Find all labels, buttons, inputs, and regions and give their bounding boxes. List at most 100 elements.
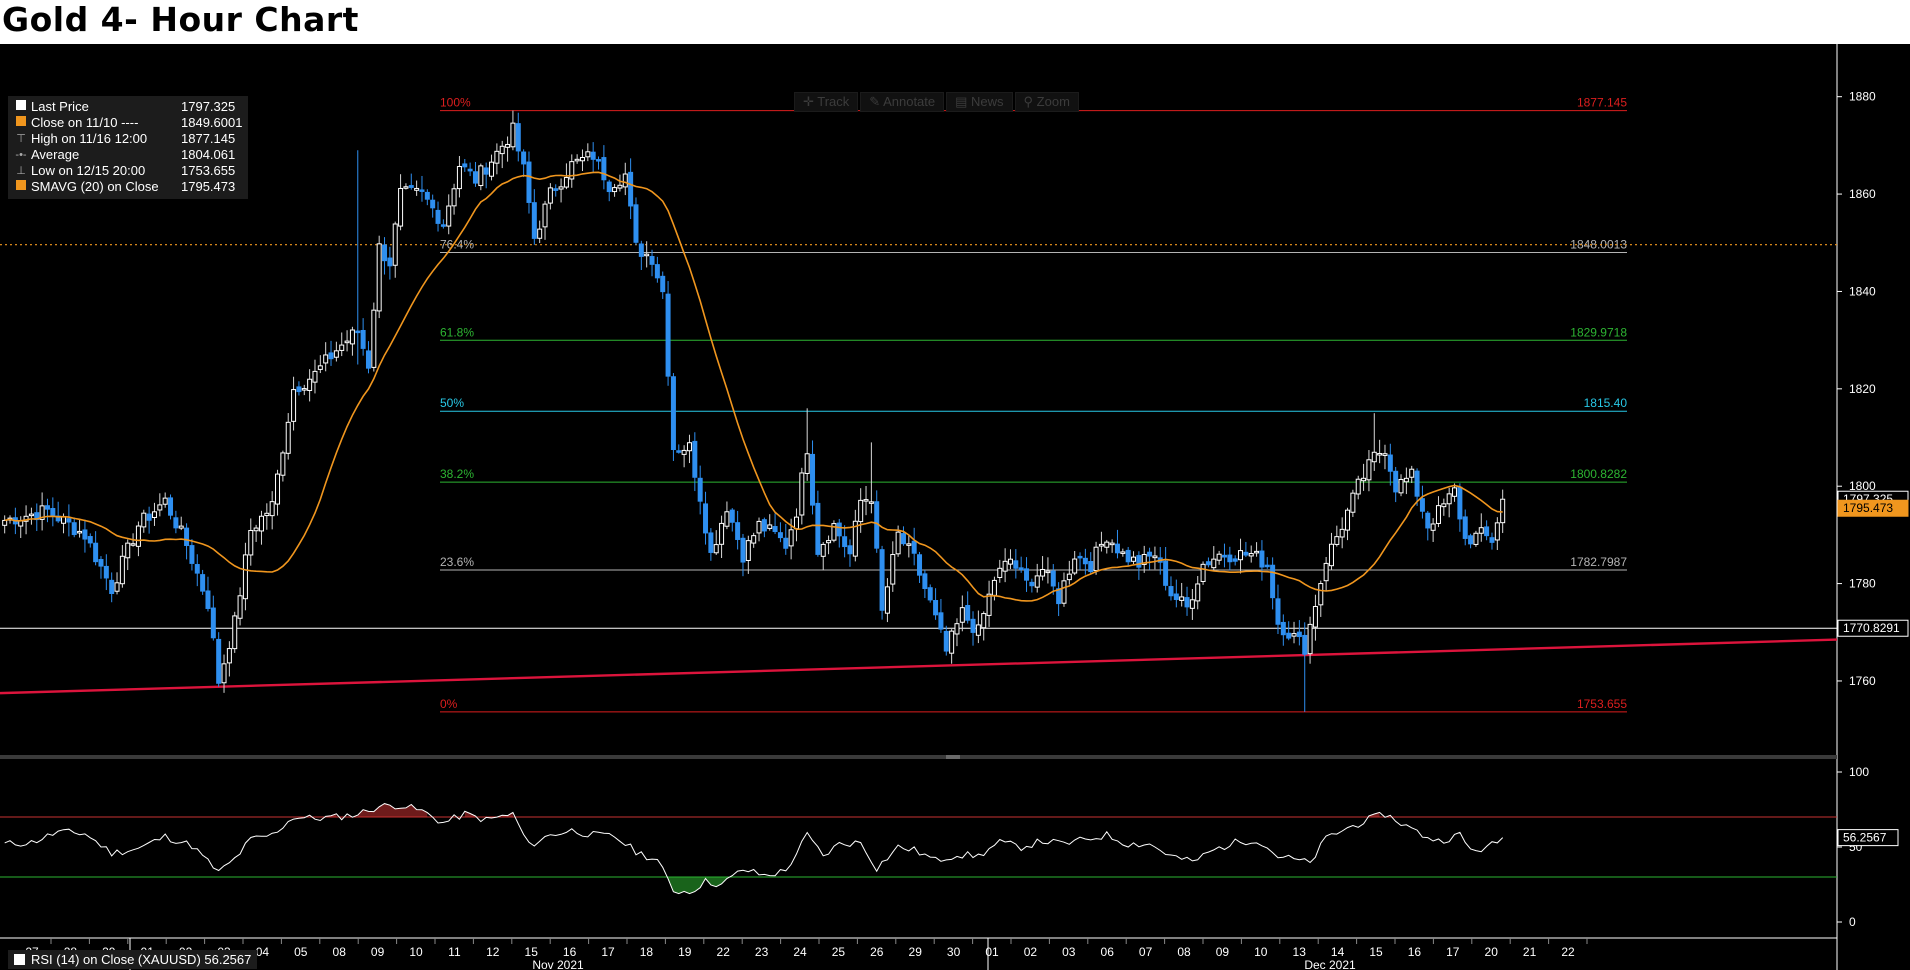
- price-tag: 1770.8291: [1837, 619, 1909, 637]
- candle-body: [87, 536, 93, 544]
- candle-body: [638, 243, 644, 257]
- legend-label: Low on 12/15 20:00: [31, 163, 146, 178]
- candle-body: [783, 537, 789, 549]
- candle-body: [472, 171, 478, 184]
- fib-label: 38.2%: [440, 467, 474, 481]
- candle-body: [296, 386, 302, 393]
- high-marker-icon: ⊤: [16, 133, 26, 145]
- candle-body: [1264, 564, 1270, 568]
- candle-body: [606, 181, 612, 193]
- candle-body: [676, 450, 682, 453]
- news-button[interactable]: ▤ News: [946, 92, 1013, 112]
- x-day-label: 03: [1062, 945, 1076, 959]
- candle-body: [563, 177, 569, 188]
- candle-body: [740, 537, 746, 563]
- x-day-label: 24: [793, 945, 807, 959]
- candle-body: [1147, 551, 1153, 557]
- candle-body: [178, 525, 184, 529]
- x-day-label: 20: [1485, 945, 1499, 959]
- candle-body: [446, 205, 452, 227]
- x-day-label: 08: [1177, 945, 1191, 959]
- candle-body: [1489, 537, 1495, 543]
- candle-body: [119, 555, 125, 585]
- x-day-label: 10: [1254, 945, 1268, 959]
- x-day-label: 22: [1561, 945, 1575, 959]
- page-title: Gold 4- Hour Chart: [2, 0, 359, 39]
- price-chart[interactable]: 1760178018001820184018601880050100272829…: [0, 44, 1910, 970]
- legend-item: ⊤ High on 11/16 12:00 1877.145: [14, 131, 242, 147]
- candle-body: [189, 545, 195, 564]
- candle-body: [264, 512, 270, 517]
- price-tag-box: [1837, 619, 1909, 637]
- fib-label: 23.6%: [440, 555, 474, 569]
- rsi-y-tick-label: 0: [1849, 915, 1856, 929]
- track-button[interactable]: ✛ Track: [794, 92, 859, 112]
- panel-divider-handle[interactable]: [946, 755, 960, 759]
- candle-body: [1334, 536, 1340, 545]
- rsi-legend-label: RSI (14) on Close (XAUUSD) 56.2567: [31, 952, 252, 967]
- candle-body: [333, 350, 339, 358]
- candle-body: [826, 540, 832, 544]
- candle-body: [965, 605, 971, 621]
- x-day-label: 17: [1446, 945, 1460, 959]
- x-day-label: 22: [717, 945, 731, 959]
- candle-body: [344, 340, 350, 344]
- candle-body: [1414, 470, 1420, 497]
- legend-swatch: [14, 115, 28, 131]
- candle-body: [114, 582, 120, 592]
- fib-label: 50%: [440, 396, 464, 410]
- candle-body: [280, 452, 286, 476]
- candle-body: [392, 223, 398, 266]
- candle-body: [703, 503, 709, 534]
- candle-body: [1484, 526, 1490, 537]
- zoom-button[interactable]: ⚲ Zoom: [1014, 92, 1079, 112]
- legend-item: SMAVG (20) on Close 1795.473: [14, 179, 242, 195]
- candle-body: [617, 184, 623, 189]
- x-day-label: 21: [1523, 945, 1537, 959]
- candle-body: [349, 329, 355, 345]
- candle-body: [1328, 543, 1334, 567]
- candle-body: [735, 522, 741, 540]
- annotate-button[interactable]: ✎ Annotate: [860, 92, 945, 112]
- candle-body: [232, 615, 238, 650]
- candle-body: [510, 122, 516, 148]
- candle-body: [1296, 631, 1302, 638]
- legend-item: Close on 11/10 ---- 1849.6001: [14, 115, 242, 131]
- price-tag-box: [1837, 499, 1909, 517]
- candle-body: [285, 421, 291, 454]
- candle-body: [1457, 486, 1463, 520]
- candle-body: [1371, 451, 1377, 463]
- candle-body: [1398, 478, 1404, 494]
- chart-legend: Last Price 1797.325 Close on 11/10 ---- 184…: [8, 96, 249, 199]
- candle-body: [1136, 555, 1142, 568]
- fib-value-label: 1829.9718: [1570, 325, 1627, 339]
- candle-body: [430, 199, 436, 209]
- candle-body: [681, 449, 687, 455]
- fib-value-label: 1753.655: [1577, 697, 1627, 711]
- candle-body: [900, 533, 906, 545]
- candle-body: [1093, 546, 1099, 572]
- candle-body: [1168, 586, 1174, 597]
- candle-body: [1435, 505, 1441, 524]
- candle-body: [130, 543, 136, 546]
- candle-body: [82, 529, 88, 540]
- fib-value-label: 1815.40: [1584, 396, 1628, 410]
- candle-body: [1248, 553, 1254, 557]
- rsi-tag: 56.2567: [1837, 829, 1899, 847]
- candle-body: [242, 554, 248, 600]
- trendline[interactable]: [0, 638, 1838, 695]
- candle-body: [1254, 550, 1260, 554]
- fib-label: 76.4%: [440, 237, 474, 251]
- candle-body: [237, 595, 243, 619]
- chart-panel[interactable]: 1760178018001820184018601880050100272829…: [0, 44, 1910, 970]
- x-day-label: 15: [1369, 945, 1383, 959]
- panel-divider[interactable]: [0, 755, 1837, 759]
- y-tick-label: 1860: [1849, 187, 1876, 201]
- candle-body: [1131, 556, 1137, 562]
- candle-body: [1216, 553, 1222, 561]
- candle-body: [767, 524, 773, 529]
- candle-body: [906, 543, 912, 546]
- candle-body: [467, 168, 473, 172]
- candle-body: [253, 527, 259, 532]
- candle-body: [184, 527, 190, 546]
